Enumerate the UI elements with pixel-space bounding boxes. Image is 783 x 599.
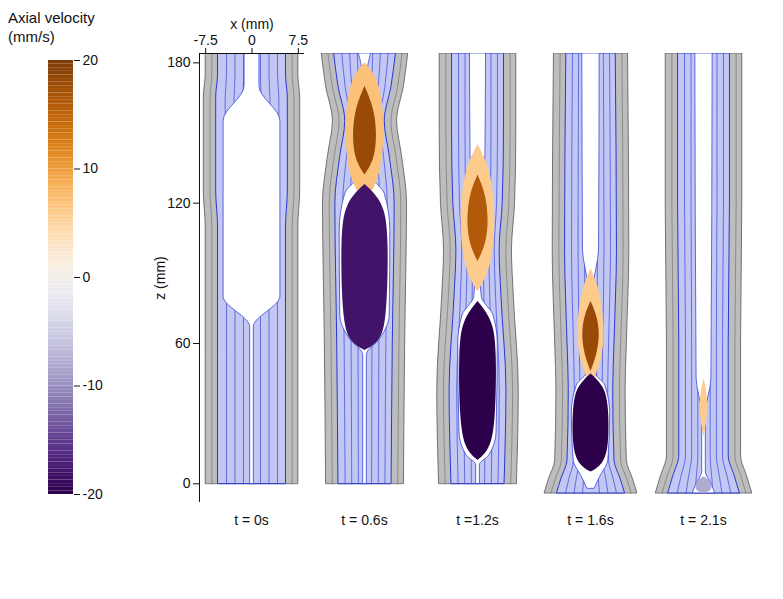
svg-text:0: 0 [183, 475, 191, 491]
html-text:(mm/s): (mm/s) [8, 28, 55, 45]
svg-text:-20: -20 [83, 486, 103, 502]
html-text:t = 1.6s: t = 1.6s [567, 512, 614, 528]
svg-text:0: 0 [83, 269, 91, 285]
svg-text:-7.5: -7.5 [194, 32, 218, 48]
svg-text:0: 0 [248, 32, 256, 48]
svg-text:20: 20 [83, 52, 99, 68]
svg-text:180: 180 [167, 54, 191, 70]
svg-text:-10: -10 [83, 377, 103, 393]
svg-text:120: 120 [167, 195, 191, 211]
svg-text:7.5: 7.5 [289, 32, 308, 48]
html-text:t = 2.1s: t = 2.1s [680, 512, 727, 528]
svg-text:x (mm): x (mm) [230, 16, 274, 32]
html-text:t =1.2s: t =1.2s [456, 512, 499, 528]
svg-text:10: 10 [83, 160, 99, 176]
html-text:t = 0s: t = 0s [234, 512, 269, 528]
html-text:t = 0.6s: t = 0.6s [341, 512, 388, 528]
svg-text:60: 60 [175, 335, 191, 351]
svg-text:z (mm): z (mm) [152, 256, 168, 300]
html-text:Axial velocity: Axial velocity [8, 9, 95, 26]
